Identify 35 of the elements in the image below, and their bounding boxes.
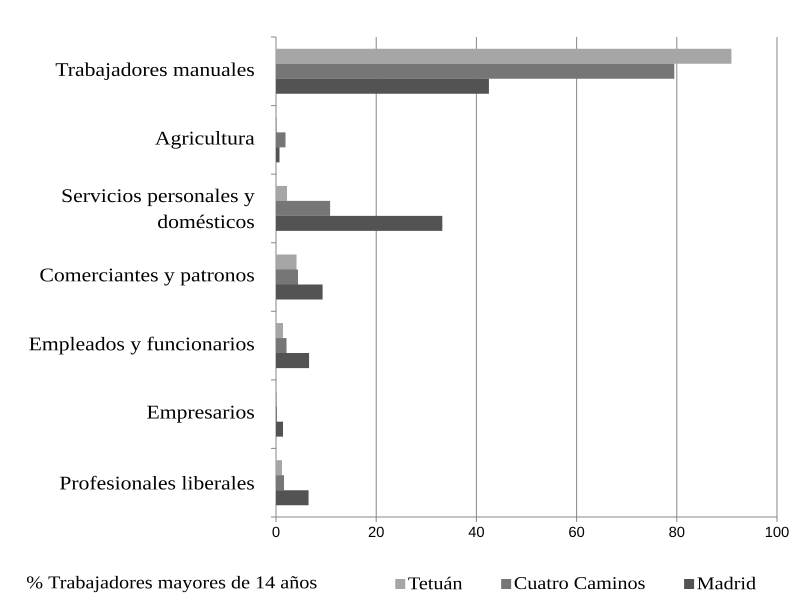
legend-label: Cuatro Caminos: [514, 577, 645, 590]
y-tick-label: Empleados y funcionarios: [29, 336, 254, 354]
bar: [276, 132, 286, 148]
bar: [276, 323, 284, 338]
bar: [276, 200, 330, 216]
x-tick-label: 20: [368, 526, 384, 538]
y-tick-label: Servicios personales y domésticos: [62, 188, 255, 228]
legend-label: Madrid: [697, 576, 756, 590]
bar: [276, 422, 284, 437]
bar: [276, 147, 280, 162]
bar: [276, 353, 310, 368]
bar: [276, 269, 298, 284]
bar: [276, 460, 282, 476]
bar: [276, 490, 309, 506]
y-tick-label: Agricultura: [155, 131, 254, 149]
y-tick-label: Trabajadores manuales: [56, 62, 254, 80]
x-axis-title: % Trabajadores mayores de 14 años: [26, 576, 316, 592]
x-tick-label: 0: [272, 526, 280, 538]
y-tick-label: Empresarios: [147, 406, 254, 423]
bar: [276, 186, 288, 201]
x-tick-label: 60: [569, 526, 584, 538]
bar: [276, 338, 287, 354]
bar: [276, 284, 323, 300]
bar: [276, 254, 297, 270]
bar: [276, 64, 674, 79]
x-tick-label: 100: [766, 526, 789, 538]
bar: [276, 78, 489, 94]
x-tick-label: 40: [468, 526, 484, 538]
bar: [276, 216, 442, 231]
y-tick-label: Comerciantes y patronos: [40, 268, 254, 286]
x-tick-label: 80: [669, 526, 684, 538]
y-tick-label: Profesionales liberales: [60, 476, 254, 490]
bar: [276, 48, 732, 64]
bar: [276, 475, 284, 490]
legend-label: Tetuán: [408, 576, 462, 590]
